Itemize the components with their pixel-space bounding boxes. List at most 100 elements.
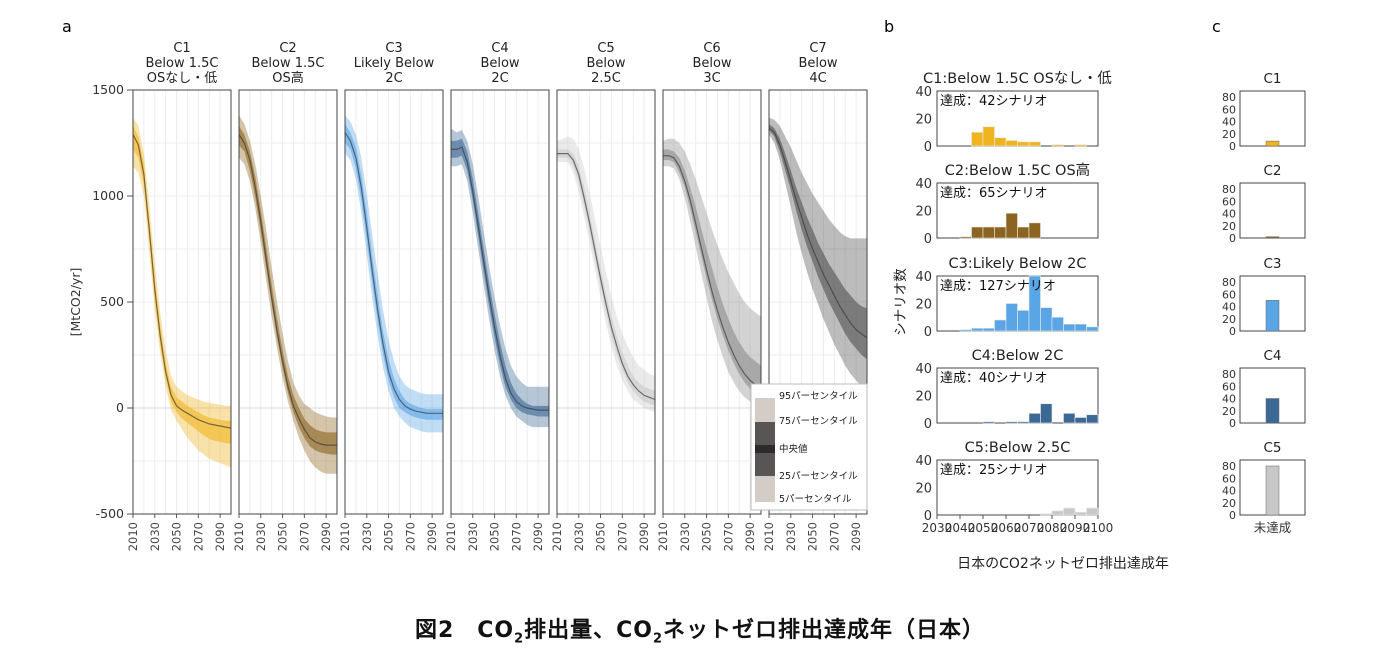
x-tick-label: 2010 [550,522,564,551]
legend-label: 75パーセンタイル [779,416,858,427]
x-tick-label: 2010 [444,522,458,551]
y-tick-label: 20 [915,390,932,405]
panel-c-title: C3 [1263,256,1281,272]
panel-c-title: C2 [1263,163,1281,179]
median-line [557,153,656,401]
panel-label-b: b [884,17,894,36]
x-tick-label: 2030 [466,522,480,551]
histogram-title: C3:Likely Below 2C [949,256,1087,272]
histogram-bar [1074,323,1087,332]
y-axis-label: シナリオ数 [893,268,909,336]
y-tick-label: 0 [1229,140,1236,153]
panel-c-title: C5 [1263,440,1281,456]
band-25-75 [769,123,867,360]
x-tick-label: 2090 [531,522,545,551]
facet-title-line: 2C [491,71,508,86]
facet-title-line: Below [480,56,519,71]
x-tick-label: 2060 [991,521,1022,535]
x-tick-label: 2070 [721,522,735,551]
y-tick-label: 40 [1222,301,1236,314]
y-tick-label: 0 [1229,325,1236,338]
x-tick-label: 2030 [148,522,162,551]
x-tick-label: 2070 [615,522,629,551]
y-tick-label: 20 [1222,220,1236,233]
histogram-bar [1017,310,1030,332]
x-tick-label: 2030 [254,522,268,551]
y-tick-label: 40 [1222,116,1236,129]
median-line [451,146,549,411]
y-tick-label: 20 [1222,497,1236,510]
x-tick-label: 2030 [360,522,374,551]
histogram-bar [1074,144,1087,147]
x-tick-label: 2070 [297,522,311,551]
x-tick-label: 2070 [509,522,523,551]
histogram-bar [1017,226,1030,239]
histogram-bar [1028,141,1041,147]
caption-prefix: 図2 CO [414,618,515,643]
panel-c-frame [1239,182,1306,239]
not-achieved-bar [1265,236,1280,239]
histogram-title: C4:Below 2C [972,348,1064,364]
y-tick-label: 0 [924,232,932,247]
caption-suffix: ネットゼロ排出達成年（日本） [663,618,986,643]
median-line [768,127,868,339]
histogram-bar [959,236,972,239]
facet-frame [132,89,232,515]
histogram-title: C5:Below 2.5C [965,440,1071,456]
panel-c-frame [1239,90,1306,147]
caption-subscript: 2 [514,631,525,647]
y-tick-label: 80 [1222,183,1236,196]
y-tick-label: 20 [915,113,932,128]
facet-title-line: Below [586,56,625,71]
facet-frame [344,89,444,515]
median-line [238,134,337,446]
facet-title-line: 2C [385,71,402,86]
histogram-bar [1086,507,1099,516]
legend-label: 95パーセンタイル [779,391,858,402]
median-line [132,134,232,429]
facet-title-line: Below 1.5C [146,56,219,71]
not-achieved-bar [1265,140,1280,147]
histogram-bar [982,421,995,424]
facet-frame [768,89,868,515]
y-tick-label: 0 [1229,232,1236,245]
x-tick-label: 2050 [806,522,820,551]
y-tick-label: 60 [1222,288,1236,301]
x-tick-label: 2010 [656,522,670,551]
facet-title-line: Below 1.5C [252,56,325,71]
histogram-bar [959,329,972,332]
median-line [344,132,443,414]
x-tick-label: 2090 [743,522,757,551]
y-tick-label: 20 [1222,128,1236,141]
histogram-bar [1028,222,1041,239]
facet-title-line: C3 [385,41,402,56]
y-tick-label: 0 [1229,417,1236,430]
histogram-bar [994,226,1007,239]
x-tick-label: 2050 [276,522,290,551]
panel-c-title: C1 [1263,71,1281,87]
median-line [663,155,762,388]
histogram-c3: C3:Likely Below 2C 達成：127シナリオ 0 20 40 [915,256,1099,340]
panel-c-not-achieved-bars: C1020406080C2020406080C3020406080C402040… [1222,71,1306,535]
histogram-bar [994,319,1007,332]
y-tick-label: 40 [915,362,932,377]
facet-title-line: C4 [491,41,508,56]
y-tick-label: 0 [924,140,932,155]
x-tick-label: 2100 [1083,521,1114,535]
y-tick-label: 40 [915,85,932,100]
histogram-bar [1028,413,1041,424]
histogram-title: C1:Below 1.5C OSなし・低 [923,70,1112,87]
histogram-bar [1040,513,1053,516]
facet-title-line: C7 [809,41,826,56]
histogram-bar [1040,307,1053,332]
histogram-bar [994,137,1007,147]
caption-subscript-2: 2 [653,631,664,647]
y-tick-label: 0 [924,509,932,524]
y-tick-label: 1500 [92,82,124,97]
